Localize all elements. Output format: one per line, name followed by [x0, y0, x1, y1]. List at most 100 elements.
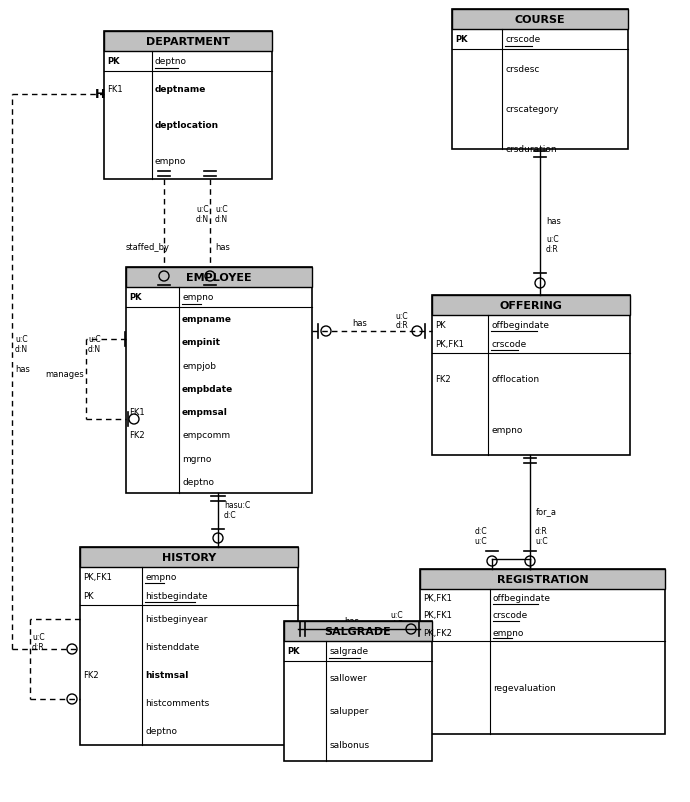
- Text: histcomments: histcomments: [145, 699, 209, 707]
- Text: d:R: d:R: [32, 642, 45, 652]
- Text: crscode: crscode: [505, 35, 540, 44]
- Bar: [420, 569, 665, 734]
- Text: empno: empno: [182, 294, 213, 302]
- Text: salbonus: salbonus: [329, 740, 369, 749]
- Text: PK,FK2: PK,FK2: [423, 628, 452, 637]
- Text: crsdesc: crsdesc: [505, 66, 540, 75]
- Text: PK,FK1: PK,FK1: [423, 593, 452, 602]
- Bar: [284, 622, 432, 642]
- Text: EMPLOYEE: EMPLOYEE: [186, 273, 252, 282]
- Text: deptno: deptno: [155, 58, 187, 67]
- Text: d:C: d:C: [391, 620, 403, 629]
- Text: crsduration: crsduration: [505, 145, 557, 154]
- Text: PK: PK: [455, 35, 468, 44]
- Text: has: has: [546, 217, 561, 226]
- Bar: [126, 268, 312, 493]
- Bar: [432, 296, 630, 456]
- Text: offbegindate: offbegindate: [491, 321, 549, 330]
- Bar: [284, 622, 432, 761]
- Text: hasu:C: hasu:C: [224, 501, 250, 510]
- Text: d:R: d:R: [535, 527, 548, 536]
- Text: histenddate: histenddate: [145, 642, 199, 652]
- Text: PK: PK: [107, 58, 119, 67]
- Text: has: has: [215, 242, 230, 251]
- Text: crscode: crscode: [491, 339, 526, 349]
- Text: FK2: FK2: [435, 375, 451, 383]
- Text: PK: PK: [129, 294, 141, 302]
- Bar: [104, 32, 272, 52]
- Text: histbegindate: histbegindate: [145, 591, 208, 600]
- Text: empcomm: empcomm: [182, 431, 230, 439]
- Text: salgrade: salgrade: [329, 646, 368, 656]
- Text: histbeginyear: histbeginyear: [145, 615, 208, 624]
- Text: PK,FK1: PK,FK1: [435, 339, 464, 349]
- Text: crscategory: crscategory: [505, 105, 559, 115]
- Text: PK,FK1: PK,FK1: [83, 573, 112, 581]
- Text: crscode: crscode: [493, 611, 528, 620]
- Text: staffed_by: staffed_by: [126, 243, 170, 252]
- Text: HISTORY: HISTORY: [162, 553, 216, 562]
- Text: empno: empno: [155, 157, 186, 166]
- Bar: [104, 32, 272, 180]
- Text: OFFERING: OFFERING: [500, 301, 562, 310]
- Text: empno: empno: [145, 573, 177, 581]
- Text: REGISTRATION: REGISTRATION: [497, 574, 589, 585]
- Text: DEPARTMENT: DEPARTMENT: [146, 37, 230, 47]
- Text: manages: manages: [46, 370, 84, 379]
- Text: empbdate: empbdate: [182, 384, 233, 394]
- Text: d:N: d:N: [215, 215, 228, 225]
- Text: FK1: FK1: [129, 407, 145, 416]
- Text: d:R: d:R: [395, 321, 408, 330]
- Text: deptlocation: deptlocation: [155, 121, 219, 131]
- Text: regevaluation: regevaluation: [493, 683, 555, 692]
- Text: u:C: u:C: [395, 312, 408, 321]
- Bar: [420, 569, 665, 589]
- Text: H: H: [95, 88, 106, 101]
- Text: d:C: d:C: [474, 527, 487, 536]
- Text: has: has: [353, 319, 368, 328]
- Text: deptname: deptname: [155, 85, 206, 95]
- Text: d:C: d:C: [224, 511, 237, 520]
- Text: u:C: u:C: [474, 537, 487, 546]
- Text: sallower: sallower: [329, 674, 367, 683]
- Text: has: has: [15, 365, 30, 374]
- Text: u:C: u:C: [215, 205, 228, 214]
- Text: d:R: d:R: [546, 245, 559, 254]
- Text: PK: PK: [435, 321, 446, 330]
- Text: offlocation: offlocation: [491, 375, 540, 383]
- Text: deptno: deptno: [145, 727, 177, 735]
- Bar: [80, 547, 298, 567]
- Text: empjob: empjob: [182, 361, 216, 371]
- Bar: [432, 296, 630, 316]
- Text: u:C: u:C: [15, 335, 28, 344]
- Bar: [80, 547, 298, 745]
- Text: mgrno: mgrno: [182, 454, 211, 463]
- Text: u:C: u:C: [535, 537, 548, 546]
- Bar: [452, 10, 628, 150]
- Text: u:C: u:C: [32, 633, 45, 642]
- Text: empno: empno: [493, 628, 524, 637]
- Text: PK,FK1: PK,FK1: [423, 611, 452, 620]
- Bar: [126, 268, 312, 288]
- Text: u:C: u:C: [391, 611, 403, 620]
- Text: for_a: for_a: [536, 507, 557, 516]
- Text: empinit: empinit: [182, 338, 221, 347]
- Text: empname: empname: [182, 314, 232, 324]
- Text: deptno: deptno: [182, 477, 214, 486]
- Text: empno: empno: [491, 426, 523, 435]
- Text: PK: PK: [83, 591, 94, 600]
- Text: COURSE: COURSE: [515, 15, 565, 25]
- Text: d:N: d:N: [15, 345, 28, 354]
- Text: FK2: FK2: [129, 431, 145, 439]
- Text: offbegindate: offbegindate: [493, 593, 551, 602]
- Text: PK: PK: [287, 646, 299, 656]
- Text: u:C: u:C: [546, 235, 559, 244]
- Text: empmsal: empmsal: [182, 407, 228, 416]
- Text: has: has: [344, 617, 359, 626]
- Text: FK2: FK2: [83, 670, 99, 679]
- Text: d:N: d:N: [196, 215, 209, 225]
- Text: histmsal: histmsal: [145, 670, 188, 679]
- Text: u:C: u:C: [88, 335, 101, 344]
- Bar: [452, 10, 628, 30]
- Text: d:N: d:N: [88, 345, 101, 354]
